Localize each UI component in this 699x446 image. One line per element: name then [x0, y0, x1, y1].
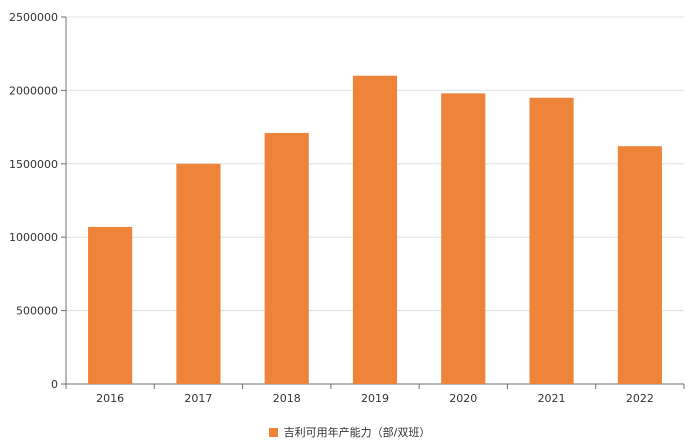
bar — [529, 97, 574, 385]
bar — [617, 146, 662, 384]
bar-chart: 0 500000 1000000 1500000 2000000 2500000 2016 2… — [9, 11, 685, 405]
x-tick-label: 2020 — [449, 392, 477, 405]
bar — [352, 75, 398, 384]
bar — [441, 93, 486, 384]
y-tick-label: 1500000 — [9, 158, 58, 171]
x-tick-label: 2016 — [96, 392, 124, 405]
x-tick-label: 2018 — [273, 392, 301, 405]
y-tick-label: 2500000 — [9, 11, 58, 24]
bar — [264, 132, 309, 384]
bar — [88, 226, 133, 384]
x-tick-label: 2022 — [626, 392, 654, 405]
x-tick-label: 2017 — [184, 392, 212, 405]
y-tick-label: 2000000 — [9, 84, 58, 97]
y-tick-label: 500000 — [16, 305, 58, 318]
legend-label: 吉利可用年产能力（部/双班） — [283, 426, 431, 439]
y-tick-label: 1000000 — [9, 231, 58, 244]
legend: 吉利可用年产能力（部/双班） — [0, 424, 699, 440]
x-tick-label: 2021 — [538, 392, 566, 405]
x-tick-label: 2019 — [361, 392, 389, 405]
bar — [176, 163, 221, 384]
y-tick-label: 0 — [51, 378, 58, 391]
legend-swatch — [268, 428, 278, 437]
